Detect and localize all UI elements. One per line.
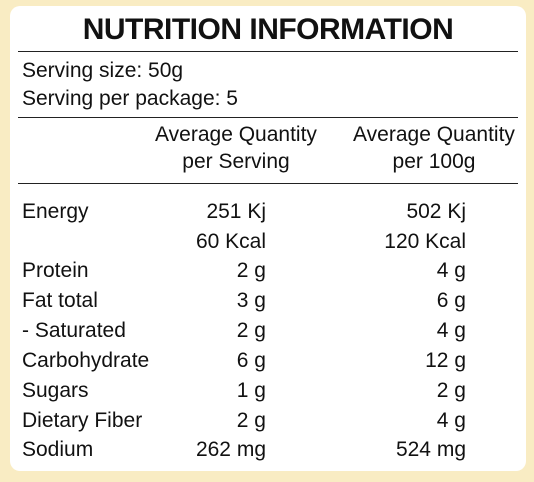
nutrient-label: Dietary Fiber	[22, 409, 143, 432]
nutrient-label: Energy	[22, 200, 89, 223]
servings-per-package: Serving per package: 5	[22, 87, 238, 110]
table-row: Sugars 1 g 2 g	[10, 376, 526, 406]
per-100g-value: 502 Kj	[406, 200, 466, 223]
per-100g-value: 12 g	[425, 349, 466, 372]
table-row: Protein 2 g 4 g	[10, 256, 526, 286]
header-divider	[18, 183, 518, 184]
per-serving-value: 2 g	[236, 409, 266, 432]
per-100g-value: 120 Kcal	[384, 230, 466, 253]
per-100g-header-line2: per 100g	[392, 150, 476, 173]
nutrient-label: Sodium	[22, 438, 94, 461]
table-row: Energy 251 Kj 502 Kj	[10, 197, 526, 227]
serving-size: Serving size: 50g	[22, 59, 184, 82]
per-100g-value: 4 g	[436, 409, 466, 432]
nutrient-label: Protein	[22, 259, 89, 282]
table-row: Carbohydrate 6 g 12 g	[10, 346, 526, 376]
per-serving-value: 1 g	[236, 379, 266, 402]
per-serving-value: 2 g	[236, 259, 266, 282]
per-serving-value: 262 mg	[195, 438, 266, 461]
per-100g-value: 524 mg	[395, 438, 466, 461]
per-serving-value: 60 Kcal	[195, 230, 266, 253]
table-row: - Saturated 2 g 4 g	[10, 316, 526, 346]
per-serving-value: 251 Kj	[206, 200, 266, 223]
per-serving-value: 3 g	[236, 289, 266, 312]
per-serving-value: 6 g	[236, 349, 266, 372]
per-serving-value: 2 g	[236, 319, 266, 342]
nutrient-label: Sugars	[22, 379, 89, 402]
nutrient-label: Fat total	[22, 289, 98, 312]
table-row: Dietary Fiber 2 g 4 g	[10, 406, 526, 436]
per-100g-value: 4 g	[436, 319, 466, 342]
table-row: Fat total 3 g 6 g	[10, 286, 526, 316]
per-100g-header-line1: Average Quantity	[353, 123, 515, 146]
per-100g-value: 6 g	[436, 289, 466, 312]
per-100g-value: 4 g	[436, 259, 466, 282]
nutrient-label: - Saturated	[22, 319, 126, 342]
nutrition-title: NUTRITION INFORMATION	[82, 13, 454, 46]
table-row: Sodium 262 mg 524 mg	[10, 435, 526, 465]
serving-divider	[18, 117, 518, 118]
per-100g-value: 2 g	[436, 379, 466, 402]
per-serving-header-line1: Average Quantity	[155, 123, 317, 146]
per-serving-header-line2: per Serving	[182, 150, 290, 173]
nutrition-panel: NUTRITION INFORMATION Serving size: 50g …	[10, 6, 526, 471]
title-divider	[18, 51, 518, 52]
nutrient-label: Carbohydrate	[22, 349, 150, 372]
table-row: 60 Kcal 120 Kcal	[10, 227, 526, 257]
